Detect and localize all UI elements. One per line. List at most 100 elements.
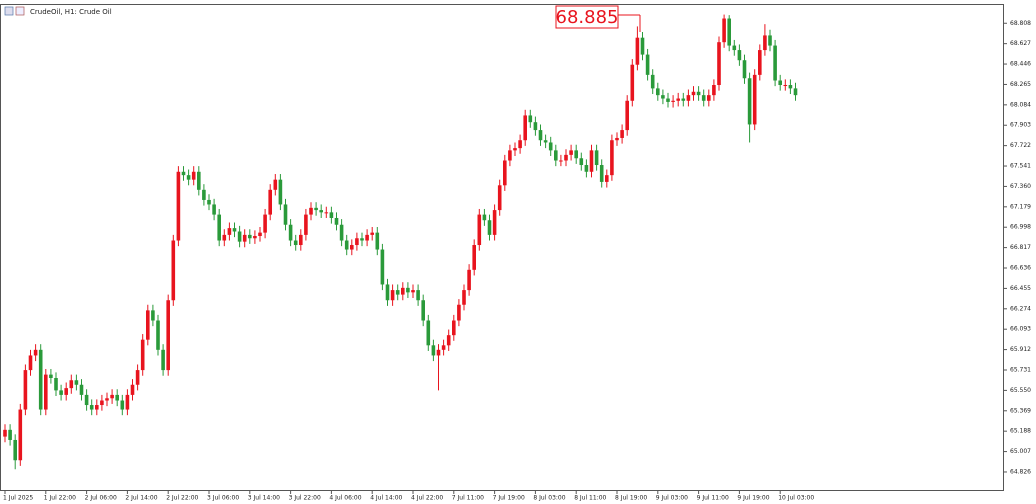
candle-body: [191, 171, 196, 180]
candle-body: [426, 320, 431, 346]
candle-body: [472, 245, 476, 270]
y-tick-label: 66.455: [1010, 285, 1031, 292]
candle-body: [635, 37, 640, 65]
candle-body: [742, 60, 747, 79]
candle-body: [599, 165, 604, 182]
y-tick-label: 66.817: [1010, 244, 1031, 251]
candle-body: [523, 115, 527, 141]
candle-body: [38, 349, 43, 410]
candle-body: [548, 142, 553, 151]
candle-body: [518, 140, 522, 149]
candle-body: [564, 154, 568, 161]
candle-body: [314, 207, 318, 211]
candle-body: [84, 394, 89, 406]
y-tick-label: 68.627: [1010, 40, 1031, 47]
candle-body: [436, 349, 441, 356]
candle-body: [446, 335, 451, 346]
y-tick-label: 65.912: [1010, 346, 1031, 353]
candle-body: [258, 232, 262, 237]
candle-body: [339, 224, 344, 241]
y-tick-label: 65.731: [1010, 366, 1031, 373]
candle-body: [533, 122, 538, 131]
candle-body: [707, 95, 711, 101]
candle-body: [569, 150, 573, 155]
candle-body: [8, 429, 12, 440]
candle-body: [763, 35, 767, 51]
annotation: 68.885: [556, 7, 619, 28]
candle-body: [237, 231, 242, 242]
candle-body: [778, 80, 782, 86]
candle-body: [620, 130, 624, 138]
candle-body: [370, 232, 374, 235]
candle-body: [156, 320, 160, 350]
candle-body: [181, 171, 186, 176]
candle-body: [329, 212, 334, 218]
candle-body: [95, 405, 99, 410]
candle-body: [768, 35, 772, 46]
candle-body: [732, 45, 737, 51]
candle-body: [288, 224, 293, 241]
candle-body: [467, 269, 471, 291]
candle-body: [161, 349, 165, 371]
x-tick-label: 4 Jul 22:00: [411, 495, 443, 502]
candle-body: [125, 394, 130, 410]
candle-body: [212, 204, 216, 215]
candle-body: [135, 370, 140, 385]
candle-body: [324, 212, 329, 214]
candle-body: [166, 300, 170, 371]
candle-body: [120, 400, 125, 410]
candle-body: [186, 175, 191, 180]
candle-body: [487, 220, 492, 235]
icon: [4, 6, 14, 16]
candle-body: [232, 228, 237, 232]
x-tick-label: 8 Jul 19:00: [615, 495, 647, 502]
candle-body: [579, 158, 584, 166]
candle-body: [319, 210, 323, 213]
y-tick-label: 65.369: [1010, 407, 1031, 414]
candle-body: [278, 179, 283, 205]
x-tick-label: 2 Jul 22:00: [166, 495, 198, 502]
candle-body: [263, 214, 267, 233]
candle-body: [666, 98, 670, 102]
x-tick-label: 3 Jul 14:00: [248, 495, 280, 502]
candle-body: [431, 345, 436, 356]
candle-body: [146, 310, 150, 340]
candle-body: [350, 245, 354, 250]
candle-body: [375, 232, 380, 250]
candle-body: [722, 18, 726, 43]
chart-title: CrudeOil, H1: Crude Oil: [30, 8, 112, 16]
candle-body: [140, 339, 145, 371]
x-tick-label: 4 Jul 06:00: [329, 495, 361, 502]
plot: [3, 14, 798, 470]
candle-body: [441, 345, 446, 350]
x-tick-label: 7 Jul 19:00: [493, 495, 525, 502]
x-tick-label: 3 Jul 22:00: [289, 495, 321, 502]
y-tick-label: 68.265: [1010, 81, 1031, 88]
candle-body: [645, 54, 650, 75]
candle-body: [110, 394, 114, 399]
candle-body: [406, 287, 410, 293]
candle-body: [74, 380, 79, 385]
candle-body: [681, 98, 686, 101]
candle-body: [151, 310, 155, 321]
x-tick-label: 3 Jul 06:00: [207, 495, 239, 502]
candle-body: [508, 150, 512, 161]
candle-body: [671, 100, 675, 102]
candle-body: [299, 234, 303, 246]
candle-body: [727, 18, 731, 46]
x-tick-label: 2 Jul 14:00: [125, 495, 157, 502]
candle-body: [49, 374, 53, 378]
candle-body: [559, 160, 563, 162]
candle-body: [584, 165, 589, 172]
annotation-box: [555, 5, 619, 29]
y-tick-label: 65.007: [1010, 448, 1031, 455]
candle-body: [701, 95, 706, 101]
y-tick-label: 67.179: [1010, 203, 1031, 210]
candle-body: [227, 228, 232, 235]
candle-body: [115, 394, 119, 401]
candle-body: [105, 398, 109, 401]
candle-body: [248, 234, 252, 239]
candle-body: [130, 384, 135, 395]
